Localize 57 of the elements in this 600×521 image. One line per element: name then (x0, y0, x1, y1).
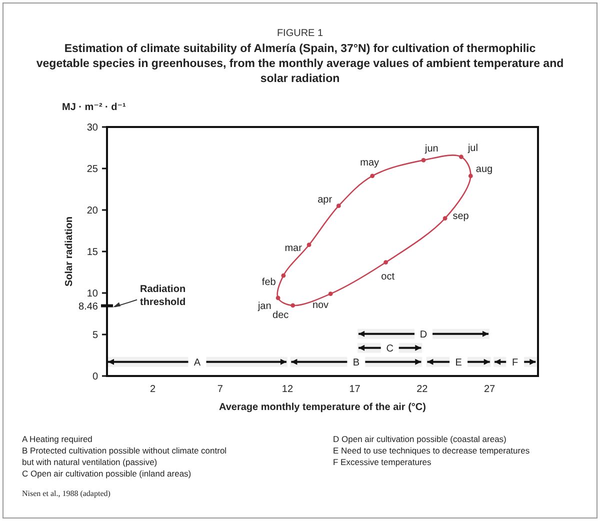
annotation: jul (466, 142, 478, 154)
point (306, 242, 312, 248)
y-tick-label: 25 (86, 164, 98, 175)
text: E Need to use techniques to decrease temperatures (333, 446, 530, 456)
point (442, 216, 448, 220)
text: D Open air cultivation possible (coastal areas) (333, 434, 507, 444)
point (459, 154, 464, 160)
point (276, 296, 280, 300)
annotation: jun (424, 144, 438, 155)
annotation: nov (312, 300, 329, 312)
y-tick-label: 10 (86, 288, 98, 300)
x-tick-label: 27 (484, 384, 496, 395)
annotation: mar (284, 243, 303, 254)
annotation: aug (476, 164, 493, 176)
y-tick-label: 0 (92, 372, 98, 382)
chart-subtitle: Estimation of climate suitability of Almería (Spain, 37°N) for cultivation of thermophilic vegetable species in greenhouses, from the monthly average values of ambient temperature and solar radiation (36, 43, 564, 85)
band-label: C (386, 343, 394, 354)
text: A Heating required (22, 434, 93, 444)
y-axis-title: Solar radiation (64, 216, 75, 287)
point (290, 303, 296, 308)
text: MJ · m⁻² · d⁻¹ (62, 102, 127, 113)
annotation: apr (318, 194, 333, 206)
annotation: dec (272, 310, 289, 321)
annotation: sep (452, 211, 470, 222)
point (370, 174, 375, 178)
annotation: oct (381, 272, 395, 283)
x-tick-label: 12 (282, 384, 294, 395)
band-label: A (194, 357, 201, 368)
band-label: D (420, 329, 428, 340)
annotation: Radiation threshold (140, 284, 186, 308)
band-label: F (512, 357, 518, 368)
annotation: feb (262, 276, 276, 288)
x-tick-label: 7 (217, 384, 224, 395)
band-label: E (455, 357, 462, 368)
x-tick-label: 2 (150, 384, 156, 395)
y-tick-label: 15 (86, 247, 98, 258)
point (468, 174, 473, 178)
x-tick-label: 22 (416, 384, 428, 395)
chart-title: FIGURE 1 (276, 28, 324, 39)
x-axis-title: Average monthly temperature of the air (°C) (218, 402, 426, 413)
annotation: jan (256, 301, 272, 312)
point (421, 158, 426, 162)
point (384, 260, 388, 264)
band-label: B (352, 357, 360, 368)
point (328, 292, 333, 296)
y-tick-label: 8.46 (78, 301, 98, 312)
y-tick-label: 30 (86, 122, 98, 134)
text: C Open air cultivation possible (inland areas) (22, 468, 192, 478)
text: F Excessive temperatures (333, 457, 432, 467)
y-tick-label: 20 (86, 206, 98, 216)
text: Nisen et al., 1988 (adapted) (22, 489, 111, 498)
text: B Protected cultivation possible without climate control but with natural ventilation (passive) (22, 446, 227, 467)
y-tick-label: 5 (92, 330, 98, 341)
point (336, 204, 341, 208)
point (281, 273, 286, 278)
x-tick-label: 17 (349, 384, 361, 395)
annotation: may (360, 158, 380, 169)
